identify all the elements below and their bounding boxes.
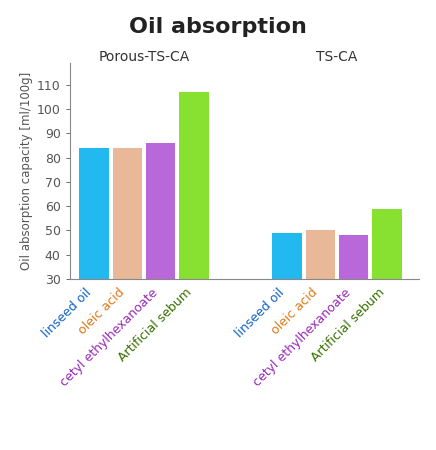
Bar [339, 235, 368, 279]
Bar [79, 148, 109, 279]
Text: oleic acid: oleic acid [76, 286, 127, 338]
Text: Oil absorption: Oil absorption [129, 17, 307, 37]
Text: Porous-TS-CA: Porous-TS-CA [99, 50, 190, 64]
Bar [272, 233, 302, 279]
Y-axis label: Oil absorption capacity [ml/100g]: Oil absorption capacity [ml/100g] [20, 72, 33, 270]
Bar [146, 143, 175, 279]
Text: linseed oil: linseed oil [40, 286, 94, 340]
Text: cetyl ethylhexanoate: cetyl ethylhexanoate [251, 286, 354, 389]
Text: TS-CA: TS-CA [316, 50, 358, 64]
Text: linseed oil: linseed oil [233, 286, 287, 340]
Bar [179, 92, 209, 279]
Text: cetyl ethylhexanoate: cetyl ethylhexanoate [58, 286, 161, 389]
Bar [372, 209, 402, 279]
Text: oleic acid: oleic acid [269, 286, 320, 338]
Text: Artificial sebum: Artificial sebum [116, 286, 194, 364]
Bar [306, 230, 335, 279]
Bar [112, 148, 142, 279]
Text: Artificial sebum: Artificial sebum [309, 286, 387, 364]
